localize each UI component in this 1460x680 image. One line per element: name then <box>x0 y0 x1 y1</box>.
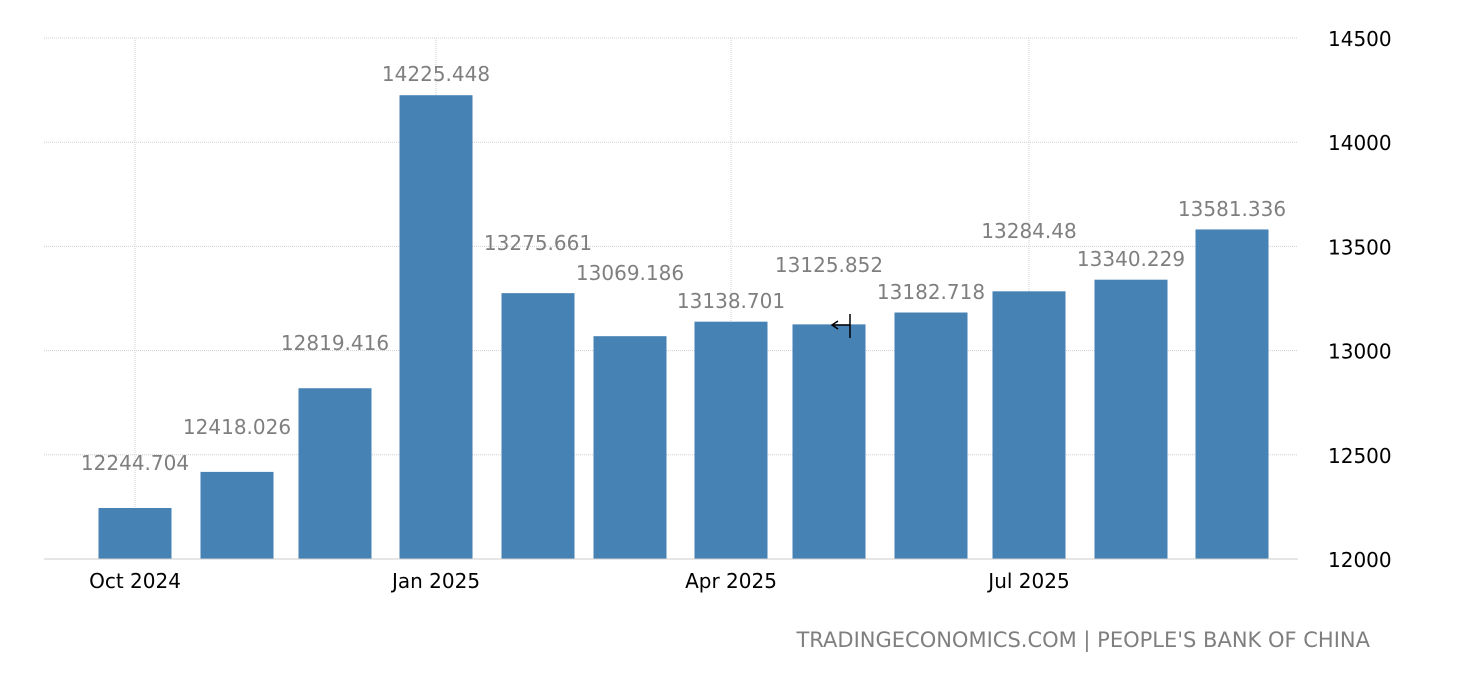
data-label: 13182.718 <box>877 280 985 304</box>
data-label: 12244.704 <box>81 451 189 475</box>
bar <box>399 95 473 559</box>
data-label: 12819.416 <box>281 331 389 355</box>
bar <box>694 321 768 559</box>
bar <box>792 324 866 559</box>
y-tick-label: 12500 <box>1328 444 1392 468</box>
bar <box>992 291 1066 559</box>
data-label: 13581.336 <box>1178 197 1286 221</box>
data-label: 13125.852 <box>775 253 883 277</box>
bar <box>98 508 172 559</box>
x-tick-label: Jul 2025 <box>986 569 1069 593</box>
bar <box>298 388 372 559</box>
data-label: 13138.701 <box>677 289 785 313</box>
data-label: 13284.48 <box>981 219 1076 243</box>
source-credit: TRADINGECONOMICS.COM | PEOPLE'S BANK OF … <box>796 628 1370 652</box>
y-tick-label: 14000 <box>1328 131 1392 155</box>
y-tick-label: 12000 <box>1328 548 1392 572</box>
data-label: 13069.186 <box>576 261 684 285</box>
data-label: 13275.661 <box>484 231 592 255</box>
bar <box>593 336 667 559</box>
y-tick-label: 13000 <box>1328 340 1392 364</box>
x-tick-label: Apr 2025 <box>685 569 777 593</box>
y-tick-label: 14500 <box>1328 27 1392 51</box>
x-tick-label: Oct 2024 <box>89 569 181 593</box>
cursor-icon <box>830 314 851 338</box>
y-tick-label: 13500 <box>1328 235 1392 259</box>
data-label: 12418.026 <box>183 415 291 439</box>
bar <box>894 312 968 559</box>
data-label: 13340.229 <box>1077 247 1185 271</box>
data-label: 14225.448 <box>382 62 490 86</box>
bar <box>1195 229 1269 559</box>
bar <box>200 471 274 559</box>
x-tick-label: Jan 2025 <box>390 569 480 593</box>
bar <box>501 293 575 559</box>
bar <box>1094 279 1168 559</box>
